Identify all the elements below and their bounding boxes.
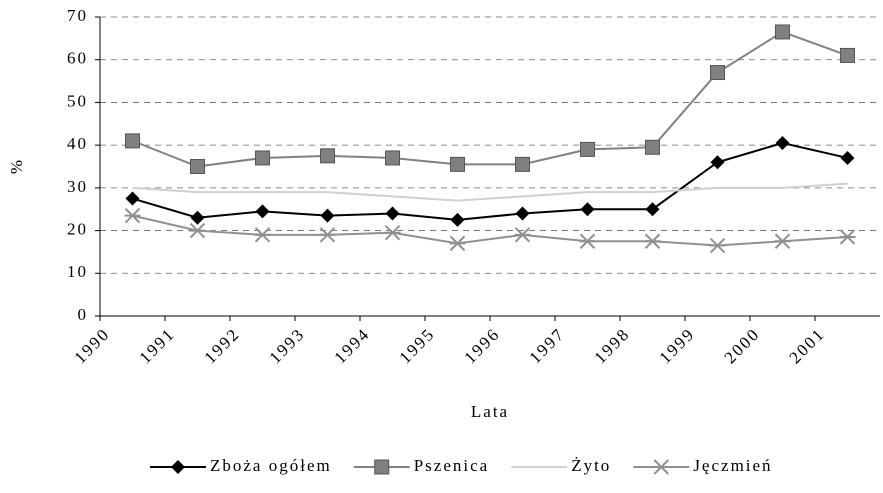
x-tick-label: 1993 bbox=[265, 324, 308, 367]
y-tick-label: 20 bbox=[67, 219, 88, 238]
x-tick-label: 2000 bbox=[720, 324, 763, 367]
y-tick-label: 40 bbox=[67, 134, 88, 153]
series-line bbox=[132, 141, 848, 221]
x-tick-label: 1995 bbox=[395, 324, 438, 367]
marker bbox=[839, 229, 856, 245]
marker bbox=[190, 210, 205, 225]
marker bbox=[125, 133, 140, 149]
y-tick-label: 60 bbox=[67, 49, 88, 68]
marker bbox=[644, 233, 661, 249]
x-tick-label: 1990 bbox=[70, 324, 113, 367]
marker bbox=[774, 233, 791, 249]
marker bbox=[450, 156, 465, 172]
marker bbox=[775, 136, 790, 151]
marker bbox=[775, 24, 790, 40]
series-line bbox=[132, 182, 848, 202]
marker bbox=[710, 65, 725, 81]
y-tick-label: 10 bbox=[67, 262, 88, 281]
marker bbox=[385, 206, 400, 221]
marker bbox=[125, 191, 140, 206]
marker bbox=[374, 459, 390, 475]
marker bbox=[514, 227, 531, 243]
marker bbox=[189, 222, 206, 239]
x-tick-label: 2001 bbox=[785, 324, 828, 367]
y-tick-label: 70 bbox=[67, 6, 88, 25]
legend-label: Jęczmień bbox=[693, 456, 772, 475]
marker bbox=[515, 206, 530, 221]
marker bbox=[255, 204, 270, 219]
series-line bbox=[132, 214, 848, 247]
x-tick-label: 1997 bbox=[525, 324, 568, 367]
x-tick-label: 1991 bbox=[135, 324, 178, 367]
series-line bbox=[132, 30, 848, 168]
x-axis-label: Lata bbox=[471, 402, 509, 421]
marker bbox=[449, 235, 466, 252]
marker bbox=[653, 459, 670, 475]
marker bbox=[515, 156, 530, 172]
legend-label: Żyto bbox=[571, 456, 611, 475]
marker bbox=[840, 47, 855, 63]
x-tick-label: 1994 bbox=[330, 324, 373, 367]
legend-label: Pszenica bbox=[414, 456, 489, 475]
x-tick-label: 1992 bbox=[200, 324, 243, 367]
marker bbox=[385, 150, 400, 166]
marker bbox=[255, 150, 270, 166]
marker bbox=[190, 159, 205, 174]
y-tick-label: 30 bbox=[67, 177, 88, 196]
marker bbox=[254, 227, 271, 243]
marker bbox=[450, 212, 465, 227]
marker bbox=[840, 150, 855, 165]
marker bbox=[580, 202, 595, 217]
marker bbox=[579, 233, 596, 249]
y-tick-label: 50 bbox=[67, 91, 88, 110]
marker bbox=[710, 155, 725, 170]
marker bbox=[580, 141, 595, 157]
marker bbox=[645, 202, 660, 217]
x-tick-label: 1999 bbox=[655, 324, 698, 367]
y-axis-label: % bbox=[7, 158, 26, 174]
marker bbox=[320, 208, 335, 223]
y-tick-label: 0 bbox=[78, 305, 89, 324]
marker bbox=[319, 227, 336, 243]
marker bbox=[320, 148, 335, 164]
marker bbox=[709, 237, 726, 254]
marker bbox=[384, 224, 401, 241]
marker bbox=[645, 139, 660, 155]
legend-label: Zboża ogółem bbox=[210, 456, 332, 475]
x-tick-label: 1996 bbox=[460, 324, 503, 367]
marker bbox=[171, 460, 185, 474]
marker bbox=[124, 207, 141, 224]
x-tick-label: 1998 bbox=[590, 324, 633, 367]
